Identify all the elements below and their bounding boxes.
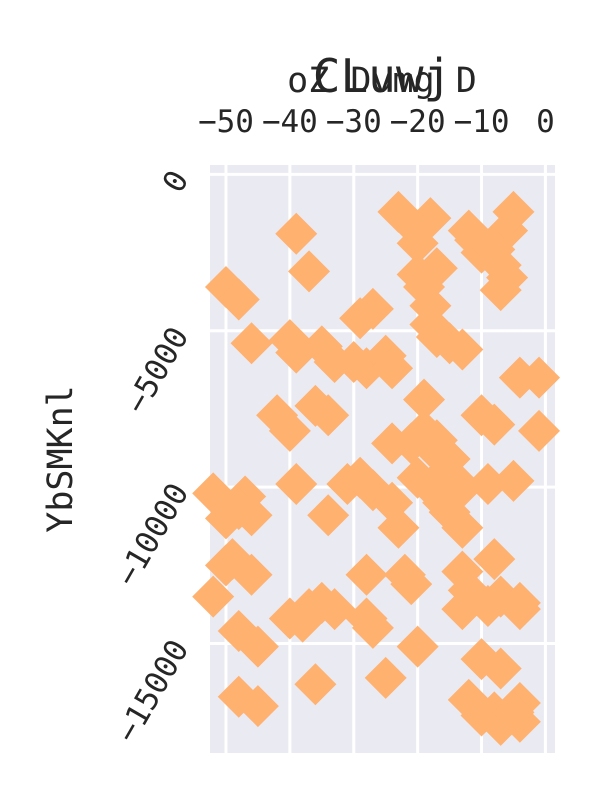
- data-point: [307, 394, 350, 437]
- data-point: [473, 538, 516, 581]
- x-tick-label: −40: [262, 104, 318, 140]
- y-tick-label: 0: [156, 165, 197, 199]
- data-point: [473, 403, 516, 446]
- x-tick-label: −10: [454, 104, 510, 140]
- data-point: [217, 278, 260, 321]
- data-point: [498, 581, 541, 624]
- data-point: [371, 347, 414, 390]
- chart-title: CLuwj: [313, 49, 451, 103]
- x-tick-label: 0: [536, 104, 555, 140]
- data-point: [390, 563, 433, 606]
- data-point: [345, 553, 388, 596]
- y-tick-labels: 0 −5000 −10000 −15000: [109, 165, 196, 749]
- x-tick-labels: −50 −40 −30 −20 −10 0: [198, 104, 555, 140]
- data-point: [518, 356, 561, 399]
- data-point: [364, 656, 407, 699]
- data-point: [275, 212, 318, 255]
- data-point: [441, 588, 484, 631]
- y-tick-label: −10000: [109, 477, 196, 592]
- data-point: [396, 625, 439, 668]
- data-point: [192, 575, 235, 618]
- data-point: [236, 625, 279, 668]
- data-point: [466, 463, 509, 506]
- y-tick-label: −5000: [118, 321, 196, 420]
- data-point: [230, 553, 273, 596]
- data-point: [479, 647, 522, 690]
- data-point: [441, 328, 484, 371]
- data-point: [313, 588, 356, 631]
- x-axis-label: oZ Dvmg D: [287, 61, 477, 101]
- data-point: [396, 222, 439, 265]
- data-point: [351, 606, 394, 649]
- data-point: [294, 663, 337, 706]
- data-point: [288, 250, 331, 293]
- x-tick-label: −20: [390, 104, 446, 140]
- data-point: [518, 409, 561, 452]
- data-point: [441, 506, 484, 549]
- data-point: [492, 459, 535, 502]
- x-tick-label: −30: [326, 104, 382, 140]
- data-point: [268, 409, 311, 452]
- data-point: [236, 685, 279, 728]
- data-point: [204, 497, 247, 540]
- y-axis-label: YbSMKnl: [41, 385, 81, 533]
- data-point: [230, 322, 273, 365]
- data-point: [307, 494, 350, 537]
- data-point: [339, 297, 382, 340]
- x-tick-label: −50: [198, 104, 254, 140]
- data-point: [492, 190, 535, 233]
- y-tick-label: −15000: [109, 634, 196, 749]
- data-point: [377, 506, 420, 549]
- data-points: [192, 190, 561, 746]
- data-point: [479, 269, 522, 312]
- data-point: [275, 463, 318, 506]
- data-point: [230, 494, 273, 537]
- data-point: [498, 700, 541, 743]
- data-point: [403, 378, 446, 421]
